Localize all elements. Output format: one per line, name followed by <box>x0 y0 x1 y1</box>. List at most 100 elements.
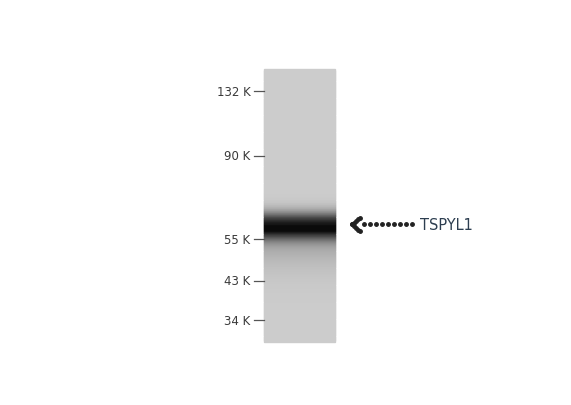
Bar <box>264 79 335 80</box>
Bar <box>264 240 335 241</box>
Bar <box>264 303 335 305</box>
Bar <box>264 267 335 269</box>
Bar <box>264 119 335 121</box>
Bar <box>264 338 335 339</box>
Bar <box>264 83 335 84</box>
Bar <box>264 175 335 176</box>
Text: 90 K: 90 K <box>224 150 251 163</box>
Bar <box>264 197 335 198</box>
Bar <box>264 198 335 199</box>
Bar <box>264 254 335 255</box>
Bar <box>264 281 335 282</box>
Bar <box>264 327 335 328</box>
Bar <box>264 129 335 130</box>
Bar <box>264 78 335 79</box>
Bar <box>264 92 335 93</box>
Bar <box>264 222 335 223</box>
Bar <box>264 248 335 249</box>
Bar <box>264 276 335 277</box>
Bar <box>264 326 335 328</box>
Bar <box>264 133 335 134</box>
Bar <box>264 117 335 119</box>
Bar <box>264 239 335 240</box>
Bar <box>264 99 335 100</box>
Bar <box>264 253 335 254</box>
Bar <box>264 318 335 320</box>
Bar <box>264 77 335 78</box>
Bar <box>264 91 335 92</box>
Bar <box>264 187 335 188</box>
Bar <box>264 229 335 230</box>
Bar <box>264 172 335 173</box>
Bar <box>264 142 335 143</box>
Bar <box>264 303 335 304</box>
Bar <box>264 309 335 310</box>
Bar <box>264 245 335 246</box>
Bar <box>264 257 335 258</box>
Bar <box>264 132 335 134</box>
Bar <box>264 208 335 209</box>
Bar <box>264 119 335 120</box>
Bar <box>264 124 335 125</box>
Bar <box>264 331 335 332</box>
Bar <box>264 118 335 119</box>
Bar <box>264 291 335 292</box>
Bar <box>264 330 335 332</box>
Text: 34 K: 34 K <box>224 314 251 327</box>
Bar <box>264 171 335 172</box>
Bar <box>264 231 335 232</box>
Bar <box>264 105 335 106</box>
Bar <box>264 157 335 158</box>
Bar <box>264 122 335 124</box>
Bar <box>264 193 335 194</box>
Bar <box>264 86 335 87</box>
Bar <box>264 141 335 142</box>
Bar <box>264 145 335 146</box>
Bar <box>264 128 335 130</box>
Bar <box>264 101 335 102</box>
Bar <box>264 115 335 116</box>
Bar <box>264 238 335 239</box>
Bar <box>264 112 335 113</box>
Bar <box>264 155 335 156</box>
Bar <box>264 185 335 186</box>
Bar <box>264 249 335 250</box>
Bar <box>264 237 335 238</box>
Bar <box>264 326 335 327</box>
Bar <box>264 265 335 266</box>
Bar <box>264 144 335 145</box>
Bar <box>264 280 335 281</box>
Bar <box>264 259 335 260</box>
Bar <box>264 293 335 294</box>
Bar <box>264 153 335 154</box>
Bar <box>264 107 335 108</box>
Bar <box>264 313 335 314</box>
Bar <box>264 151 335 153</box>
Bar <box>264 74 335 75</box>
Bar <box>264 328 335 330</box>
Bar <box>264 84 335 85</box>
Text: TSPYL1: TSPYL1 <box>420 217 473 232</box>
Bar <box>264 297 335 298</box>
Bar <box>264 183 335 184</box>
Bar <box>264 217 335 218</box>
Bar <box>264 135 335 136</box>
Bar <box>264 182 335 183</box>
Bar <box>264 246 335 247</box>
Bar <box>264 80 335 81</box>
Bar <box>264 272 335 273</box>
Bar <box>264 224 335 225</box>
Bar <box>264 150 335 151</box>
Bar <box>264 71 335 72</box>
Bar <box>264 100 335 102</box>
Bar <box>264 309 335 311</box>
Bar <box>264 179 335 180</box>
Bar <box>264 266 335 267</box>
Bar <box>264 314 335 315</box>
Bar <box>264 167 335 168</box>
Bar <box>264 145 335 146</box>
Bar <box>264 320 335 321</box>
Bar <box>264 168 335 169</box>
Bar <box>264 263 335 264</box>
Bar <box>264 88 335 89</box>
